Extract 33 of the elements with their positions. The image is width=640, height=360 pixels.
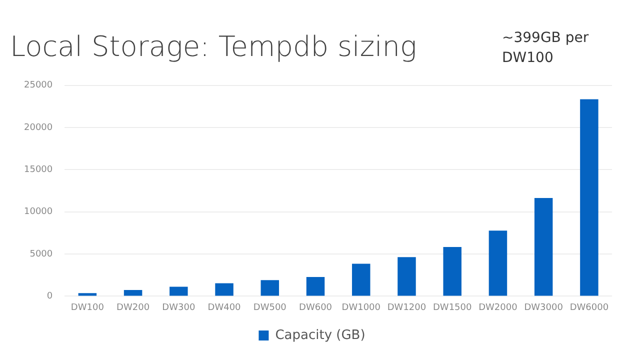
bar xyxy=(306,276,325,296)
x-tick-label: DW500 xyxy=(253,302,287,313)
y-tick-label: 25000 xyxy=(24,80,53,91)
y-tick-label: 20000 xyxy=(24,122,53,133)
x-tick-label: DW1000 xyxy=(342,302,381,313)
bar xyxy=(443,246,462,296)
x-tick-label: DW200 xyxy=(116,302,150,313)
y-tick-label: 0 xyxy=(46,292,53,302)
x-tick-label: DW600 xyxy=(299,302,332,313)
bar xyxy=(352,264,370,296)
x-tick-label: DW400 xyxy=(208,302,242,313)
bar xyxy=(124,290,142,296)
x-tick-label: DW6000 xyxy=(570,302,609,313)
bar xyxy=(534,198,553,296)
y-tick-label: 10000 xyxy=(24,207,53,218)
bar xyxy=(78,293,97,296)
x-tick-label: DW300 xyxy=(162,302,196,313)
y-tick-label: 15000 xyxy=(24,165,53,176)
chart-title: Local Storage: Tempdb sizing xyxy=(10,30,417,63)
x-tick-label: DW100 xyxy=(70,302,104,313)
x-tick-label: DW2000 xyxy=(478,302,518,313)
x-tick-label: DW1500 xyxy=(432,302,472,313)
x-tick-label: DW3000 xyxy=(524,302,564,313)
text: ~399GB per DW100 xyxy=(502,29,590,68)
x-tick-label: DW1200 xyxy=(387,302,426,313)
bar xyxy=(488,230,508,296)
bar xyxy=(260,280,280,296)
y-tick-label: 5000 xyxy=(30,249,53,260)
bar xyxy=(170,286,188,296)
bar xyxy=(580,99,598,296)
bar xyxy=(215,283,234,296)
legend-label: Capacity (GB) xyxy=(275,328,366,343)
bar xyxy=(398,257,416,296)
